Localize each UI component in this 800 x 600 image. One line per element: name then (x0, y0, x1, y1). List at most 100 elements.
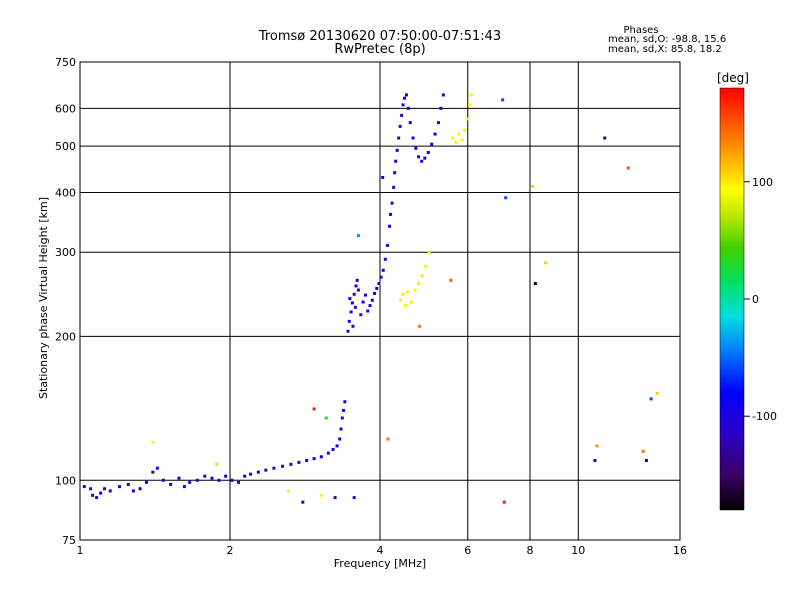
data-point (117, 485, 121, 489)
data-point (249, 472, 253, 476)
colorbar-label: [deg] (717, 71, 749, 85)
y-tick-label: 75 (62, 534, 76, 547)
data-point (414, 146, 418, 150)
data-point (404, 93, 408, 97)
data-point (131, 489, 135, 493)
data-point (466, 117, 470, 121)
data-point (349, 310, 353, 314)
data-point (272, 466, 276, 470)
data-point (155, 466, 159, 470)
chart-title: Tromsø 20130620 07:50:00-07:51:43 (258, 29, 501, 44)
data-point (433, 132, 437, 136)
data-point (395, 148, 399, 152)
data-point (390, 201, 394, 205)
data-point (177, 476, 181, 480)
data-point (224, 474, 228, 478)
data-point (151, 470, 155, 474)
x-tick-label: 10 (571, 544, 585, 557)
chart-subtitle: RwPretec (8p) (334, 42, 425, 57)
y-tick-label: 400 (55, 186, 76, 199)
y-tick-label: 750 (55, 56, 76, 69)
data-point (417, 155, 421, 159)
data-point (236, 480, 240, 484)
data-point (457, 132, 461, 136)
data-point (649, 397, 653, 401)
data-point (256, 470, 260, 474)
data-point (264, 468, 268, 472)
data-point (354, 284, 358, 288)
data-point (103, 487, 107, 491)
data-point (342, 408, 346, 412)
data-point (389, 212, 393, 216)
data-point (463, 128, 467, 132)
x-axis-label: Frequency [MHz] (334, 557, 426, 570)
x-tick-label: 8 (527, 544, 534, 557)
data-point (392, 185, 396, 189)
data-point (426, 150, 430, 154)
data-point (188, 480, 192, 484)
data-point (381, 268, 385, 272)
data-point (195, 478, 199, 482)
colorbar-tick-label: 100 (752, 176, 773, 189)
data-point (417, 324, 421, 328)
data-point (333, 496, 337, 500)
data-point (182, 485, 186, 489)
data-point (217, 478, 221, 482)
data-point (281, 464, 285, 468)
data-point (361, 300, 365, 304)
data-point (366, 309, 370, 313)
data-point (406, 290, 410, 294)
data-point (324, 416, 328, 420)
data-point (377, 282, 381, 286)
data-point (335, 444, 339, 448)
data-point (286, 489, 290, 493)
data-point (375, 286, 379, 290)
data-point (340, 416, 344, 420)
data-point (356, 288, 360, 292)
data-point (441, 93, 445, 97)
data-point (408, 121, 412, 125)
data-point (468, 103, 472, 107)
data-point (91, 493, 95, 497)
phases-heading: Phases (623, 25, 658, 36)
data-point (394, 159, 398, 163)
x-tick-label: 16 (673, 544, 687, 557)
data-point (312, 457, 316, 461)
data-point (230, 478, 234, 482)
data-point (379, 275, 383, 279)
y-axis-ticks: 75 100 200 300 400 500 600 750 (55, 56, 76, 547)
x-tick-label: 4 (377, 544, 384, 557)
data-point (161, 478, 165, 482)
data-point (439, 106, 443, 110)
data-point (169, 482, 173, 486)
data-point (339, 427, 343, 431)
data-point (351, 324, 355, 328)
data-point (348, 297, 352, 301)
y-axis-label: Stationary phase Virtual Height [km] (37, 197, 50, 399)
data-point (338, 437, 342, 441)
data-point (350, 301, 354, 305)
data-point (406, 106, 410, 110)
data-point (343, 400, 347, 404)
y-tick-label: 500 (55, 140, 76, 153)
data-point (413, 288, 417, 292)
phases-mean-o: mean, sd,O: -98.8, 15.6 (608, 34, 726, 45)
data-point (603, 136, 607, 140)
y-tick-label: 200 (55, 330, 76, 343)
data-point (451, 136, 455, 140)
data-point (544, 261, 548, 265)
data-point (353, 305, 357, 309)
data-point (502, 500, 506, 504)
data-point (644, 458, 648, 462)
grid (80, 62, 680, 540)
data-point (401, 103, 405, 107)
data-point (533, 282, 537, 286)
data-point (312, 407, 316, 411)
data-point (89, 487, 93, 491)
data-point (289, 462, 293, 466)
data-point (436, 121, 440, 125)
data-point (454, 140, 458, 144)
data-point (370, 298, 374, 302)
data-point (393, 171, 397, 175)
